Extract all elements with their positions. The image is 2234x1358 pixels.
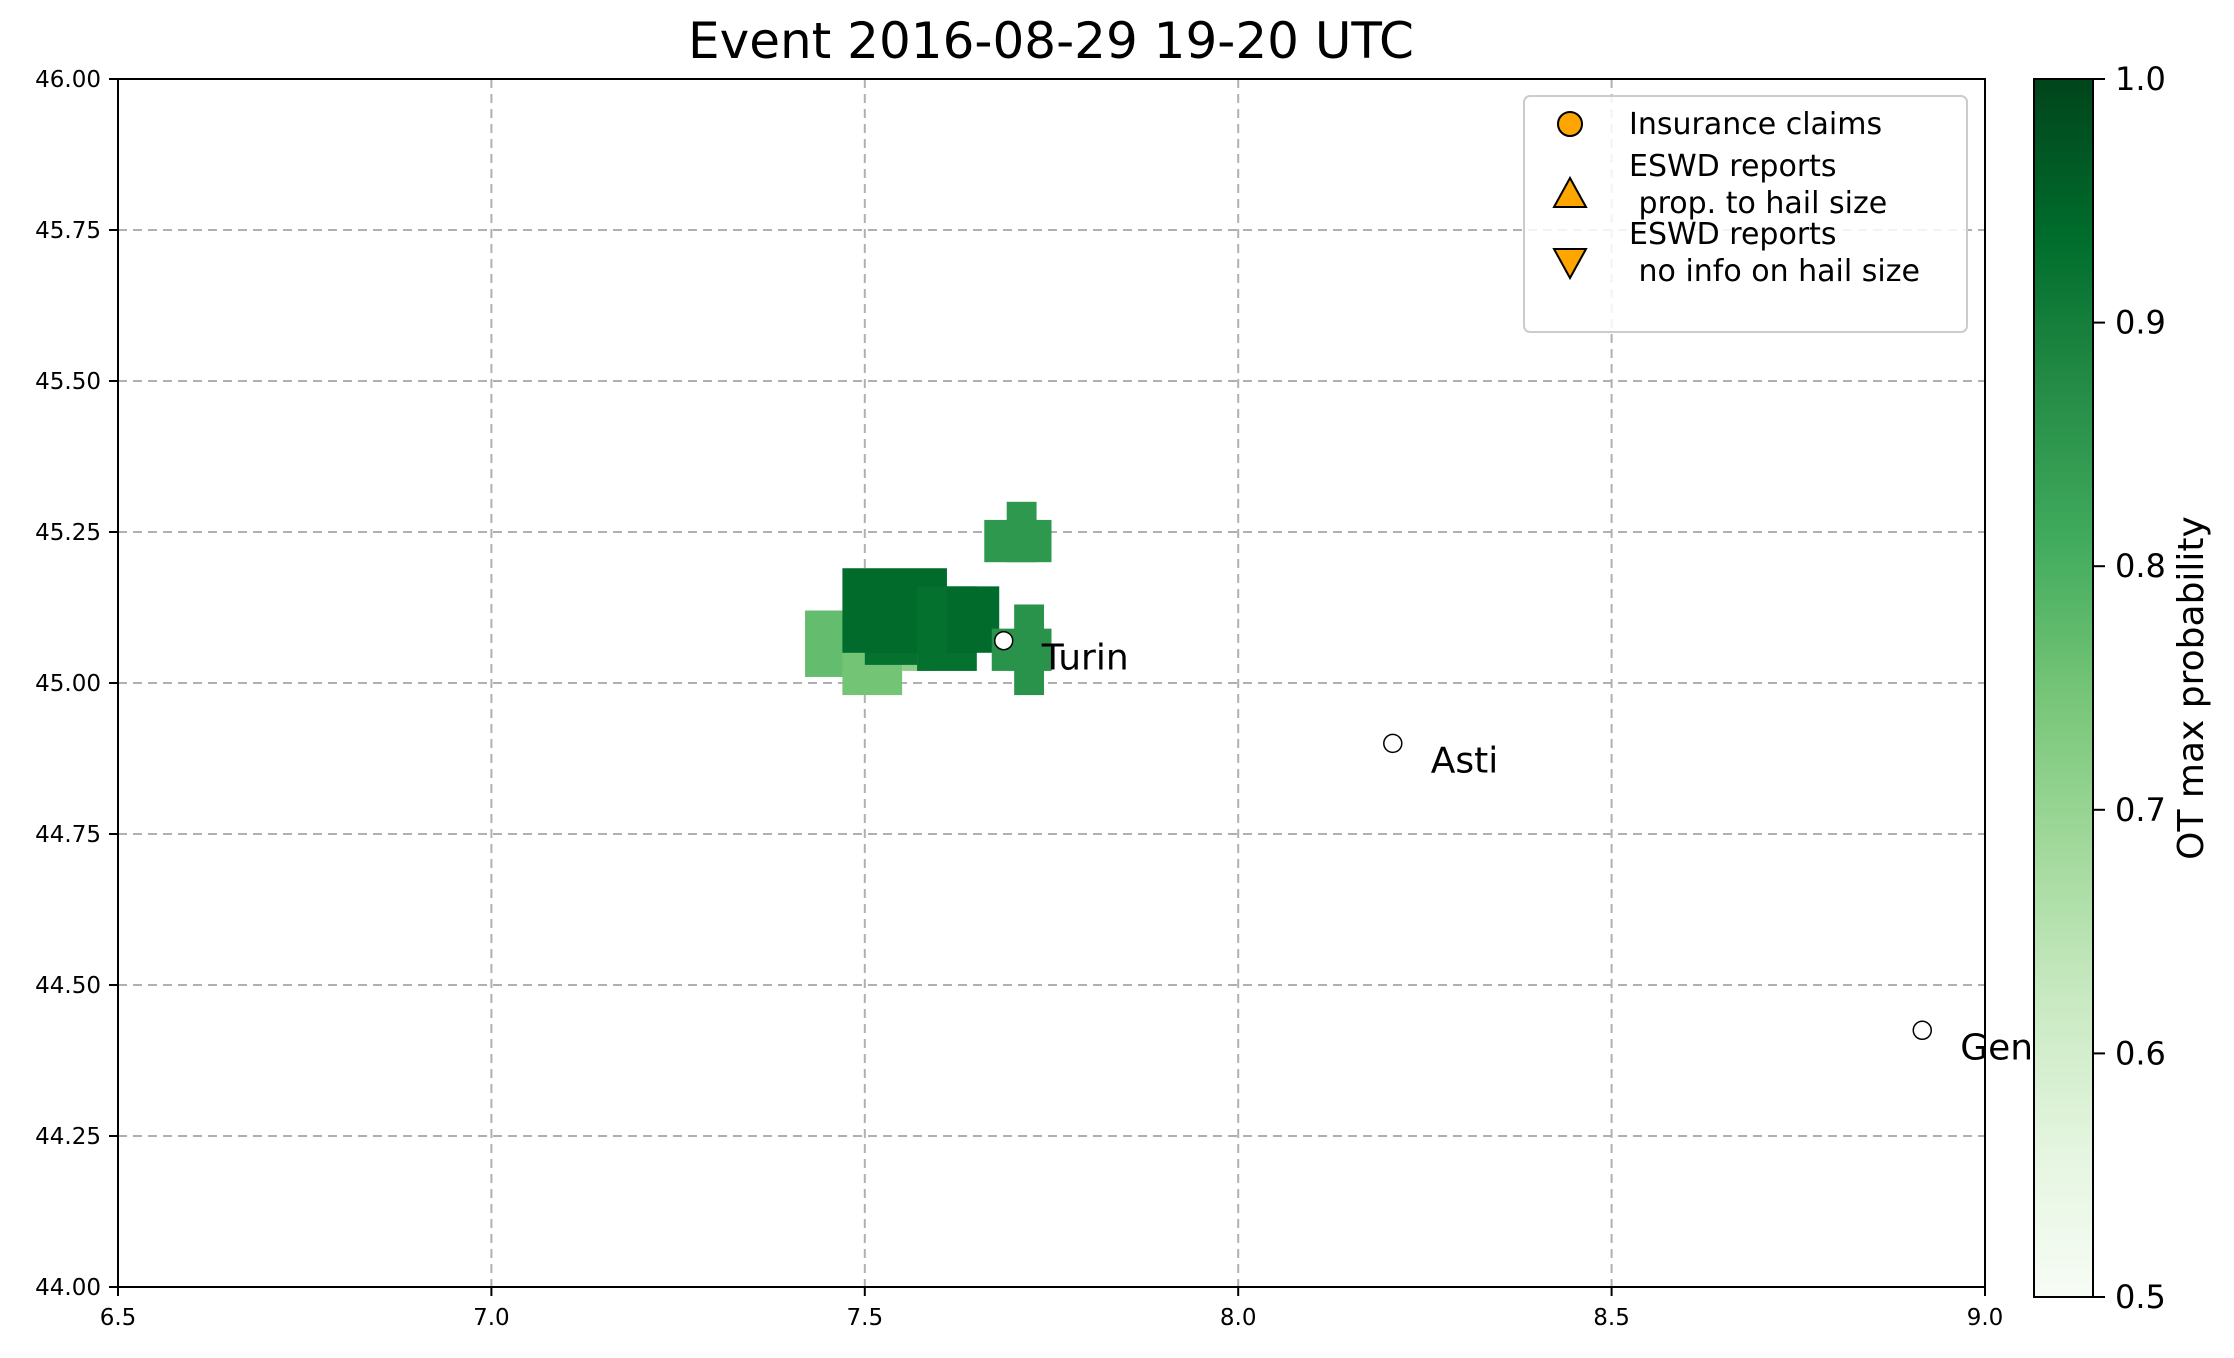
probability-cell: [1014, 604, 1045, 696]
x-tick-label: 8.0: [1220, 1305, 1257, 1331]
x-tick-label: 8.5: [1593, 1305, 1630, 1331]
y-tick-label: 44.50: [35, 973, 101, 999]
y-tick-label: 45.50: [35, 369, 101, 395]
city-marker: [993, 630, 1014, 651]
colorbar-bar: [2033, 78, 2094, 1298]
legend-marker-circle: [1557, 111, 1583, 137]
colorbar-tick-label: 0.8: [2115, 547, 2166, 585]
city-label: Turin: [1041, 638, 1129, 679]
y-tick-label: 45.00: [35, 671, 101, 697]
legend-marker-triangle-down: [1552, 248, 1588, 281]
legend-box: [1523, 95, 1968, 333]
legend-marker-triangle-up: [1552, 175, 1588, 208]
y-tick-label: 44.00: [35, 1275, 101, 1301]
chart-title: Event 2016-08-29 19-20 UTC: [688, 12, 1414, 70]
y-tick-label: 46.00: [35, 67, 101, 93]
y-tick-label: 44.75: [35, 822, 101, 848]
colorbar-label: OT max probability: [2171, 516, 2212, 860]
colorbar-tick-label: 0.7: [2115, 791, 2166, 829]
y-tick-label: 45.75: [35, 218, 101, 244]
legend-label: ESWD reports: [1629, 149, 1837, 184]
legend-label: Insurance claims: [1629, 107, 1882, 142]
x-tick-label: 6.5: [100, 1305, 137, 1331]
colorbar-tick-label: 1.0: [2115, 60, 2166, 98]
probability-cells: [805, 501, 1052, 696]
colorbar-tick-label: 0.5: [2115, 1278, 2166, 1316]
x-axis: 6.5 7.0 7.5 8.0 8.5 9.0: [100, 1287, 2004, 1331]
y-tick-label: 44.25: [35, 1124, 101, 1150]
legend-label: ESWD reports: [1629, 217, 1837, 252]
colorbar: OT max probability 0.5 0.6 0.7 0.8 0.9 1.0: [2033, 60, 2212, 1316]
city-marker: [1912, 1020, 1933, 1041]
y-axis: 44.00 44.25 44.50 44.75 45.00 45.25 45.50 45.75…: [35, 67, 118, 1301]
legend-label: no info on hail size: [1629, 254, 1920, 289]
y-tick-label: 45.25: [35, 520, 101, 546]
x-tick-label: 7.5: [847, 1305, 884, 1331]
colorbar-tick-label: 0.9: [2115, 304, 2166, 342]
city-label: Asti: [1431, 740, 1499, 781]
city-marker: [1383, 733, 1403, 754]
x-tick-label: 9.0: [1967, 1305, 2004, 1331]
legend-label: prop. to hail size: [1629, 186, 1887, 221]
legend: Insurance claims ESWD reports prop. to ha…: [1523, 95, 1968, 333]
probability-cell: [946, 586, 1000, 653]
colorbar-tick-label: 0.6: [2115, 1034, 2166, 1072]
x-tick-label: 7.0: [473, 1305, 510, 1331]
probability-cell: [1006, 501, 1037, 563]
